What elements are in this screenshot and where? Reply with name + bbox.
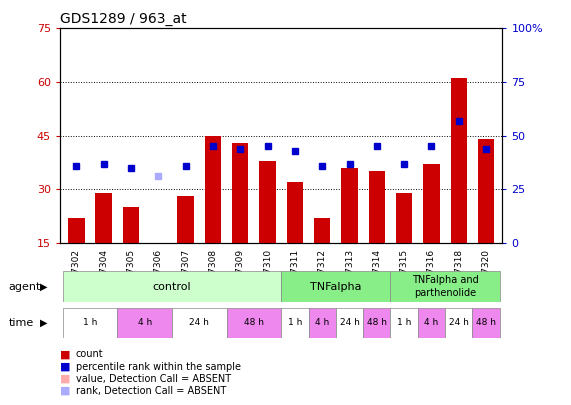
- Bar: [227, 308, 282, 338]
- Bar: [396, 193, 412, 243]
- Bar: [117, 308, 172, 338]
- Text: agent: agent: [9, 281, 41, 292]
- Bar: [287, 182, 303, 243]
- Text: ▶: ▶: [40, 318, 47, 328]
- Bar: [259, 161, 276, 243]
- Bar: [472, 308, 500, 338]
- Text: ■: ■: [60, 350, 70, 359]
- Text: 1 h: 1 h: [83, 318, 97, 328]
- Bar: [391, 308, 418, 338]
- Bar: [68, 218, 85, 243]
- Bar: [95, 193, 112, 243]
- Text: rank, Detection Call = ABSENT: rank, Detection Call = ABSENT: [76, 386, 226, 396]
- Text: ■: ■: [60, 386, 70, 396]
- Bar: [391, 271, 500, 302]
- Text: 1 h: 1 h: [288, 318, 302, 328]
- Bar: [341, 168, 357, 243]
- Bar: [423, 164, 440, 243]
- Bar: [369, 171, 385, 243]
- Text: percentile rank within the sample: percentile rank within the sample: [76, 362, 241, 371]
- Bar: [63, 308, 117, 338]
- Bar: [314, 218, 331, 243]
- Bar: [418, 308, 445, 338]
- Bar: [178, 196, 194, 243]
- Text: 24 h: 24 h: [449, 318, 469, 328]
- Bar: [282, 308, 308, 338]
- Text: 4 h: 4 h: [424, 318, 439, 328]
- Bar: [445, 308, 472, 338]
- Text: ■: ■: [60, 374, 70, 384]
- Bar: [232, 143, 248, 243]
- Bar: [172, 308, 227, 338]
- Text: control: control: [152, 281, 191, 292]
- Bar: [205, 136, 221, 243]
- Text: ■: ■: [60, 362, 70, 371]
- Text: 48 h: 48 h: [476, 318, 496, 328]
- Text: 48 h: 48 h: [244, 318, 264, 328]
- Text: 4 h: 4 h: [315, 318, 329, 328]
- Bar: [363, 308, 391, 338]
- Text: ▶: ▶: [40, 281, 47, 292]
- Text: time: time: [9, 318, 34, 328]
- Text: 24 h: 24 h: [190, 318, 209, 328]
- Text: 1 h: 1 h: [397, 318, 411, 328]
- Bar: [308, 308, 336, 338]
- Bar: [63, 271, 282, 302]
- Text: count: count: [76, 350, 103, 359]
- Bar: [336, 308, 363, 338]
- Text: value, Detection Call = ABSENT: value, Detection Call = ABSENT: [76, 374, 231, 384]
- Bar: [282, 271, 391, 302]
- Bar: [123, 207, 139, 243]
- Text: 24 h: 24 h: [340, 318, 360, 328]
- Text: TNFalpha and
parthenolide: TNFalpha and parthenolide: [412, 275, 478, 298]
- Text: GDS1289 / 963_at: GDS1289 / 963_at: [60, 12, 187, 26]
- Bar: [478, 139, 494, 243]
- Text: 48 h: 48 h: [367, 318, 387, 328]
- Bar: [451, 79, 467, 243]
- Text: TNFalpha: TNFalpha: [310, 281, 361, 292]
- Text: 4 h: 4 h: [138, 318, 152, 328]
